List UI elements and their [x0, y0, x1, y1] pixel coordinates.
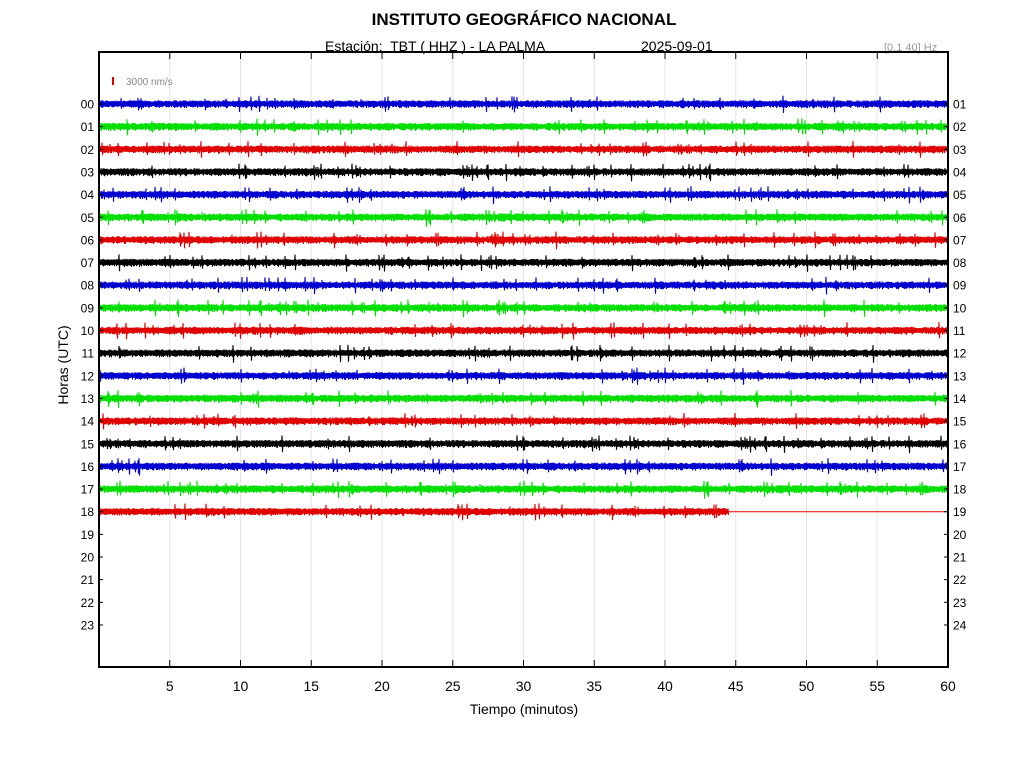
- x-tick-label: 55: [869, 678, 885, 694]
- y-tick-label-left: 11: [82, 347, 95, 361]
- y-tick-label-right: 12: [953, 347, 967, 361]
- scale-bar-label: 3000 nm/s: [126, 77, 173, 88]
- trace-hour-01: [99, 118, 950, 136]
- x-tick-label: 60: [940, 678, 956, 694]
- trace-hour-18: [99, 503, 730, 521]
- y-axis-label: Horas (UTC): [55, 325, 71, 404]
- scale-bar: 3000 nm/s: [112, 77, 173, 88]
- y-tick-label-left: 17: [81, 483, 95, 497]
- x-tick-label: 15: [303, 678, 319, 694]
- y-tick-label-left: 13: [81, 392, 95, 406]
- trace-layer: [99, 95, 950, 521]
- y-tick-label-left: 08: [81, 279, 95, 293]
- trace-hour-13: [99, 390, 950, 408]
- y-tick-label-right: 03: [953, 143, 967, 157]
- y-tick-label-right: 02: [953, 120, 967, 134]
- y-tick-label-right: 08: [953, 256, 967, 270]
- trace-hour-09: [99, 299, 950, 318]
- trace-hour-07: [99, 254, 950, 272]
- trace-hour-06: [99, 231, 950, 250]
- y-tick-label-left: 14: [81, 415, 95, 429]
- y-tick-label-left: 07: [81, 256, 95, 270]
- tick-layer: 5 10 15 20 25 30 35 40 45 50 55 60 00 01 02 03 04 05 06 07 0…: [81, 52, 967, 694]
- y-tick-label-right: 07: [953, 233, 967, 247]
- grid-layer: [169, 52, 878, 667]
- y-tick-label-left: 04: [81, 188, 95, 202]
- y-tick-label-right: 21: [953, 551, 967, 565]
- y-tick-label-right: 16: [953, 437, 967, 451]
- y-tick-label-left: 18: [81, 505, 95, 519]
- y-tick-label-left: 12: [81, 369, 95, 383]
- y-tick-label-left: 16: [81, 460, 95, 474]
- y-tick-label-left: 01: [81, 120, 95, 134]
- y-tick-label-left: 10: [81, 324, 95, 338]
- x-tick-label: 10: [233, 678, 249, 694]
- station-label: Estación: TBT ( HHZ ) - LA PALMA: [325, 38, 546, 54]
- x-tick-label: 35: [586, 678, 602, 694]
- trace-hour-04: [99, 186, 950, 205]
- trace-hour-05: [99, 208, 950, 227]
- y-tick-label-right: 14: [953, 392, 967, 406]
- scale-bar-mark: [112, 77, 114, 85]
- y-tick-label-right: 06: [953, 211, 967, 225]
- y-tick-label-right: 17: [953, 460, 967, 474]
- trace-hour-10: [99, 322, 950, 340]
- y-tick-label-right: 20: [953, 528, 967, 542]
- y-tick-label-right: 10: [953, 301, 967, 315]
- x-axis-label: Tiempo (minutos): [470, 701, 578, 717]
- chart-date: 2025-09-01: [641, 38, 713, 54]
- y-tick-label-left: 15: [81, 437, 95, 451]
- y-tick-label-left: 19: [81, 528, 95, 542]
- x-tick-label: 20: [374, 678, 390, 694]
- y-tick-label-left: 05: [81, 211, 95, 225]
- x-tick-label: 5: [166, 678, 174, 694]
- x-tick-label: 25: [445, 678, 461, 694]
- y-tick-label-right: 24: [953, 618, 967, 632]
- y-tick-label-left: 02: [81, 143, 95, 157]
- x-tick-label: 45: [728, 678, 744, 694]
- y-tick-label-right: 23: [953, 596, 967, 610]
- trace-hour-16: [99, 458, 950, 476]
- trace-hour-11: [99, 344, 950, 363]
- y-tick-label-right: 13: [953, 369, 967, 383]
- trace-hour-12: [99, 367, 950, 385]
- y-tick-label-right: 04: [953, 165, 967, 179]
- y-tick-label-left: 00: [81, 98, 95, 112]
- x-tick-label: 50: [799, 678, 815, 694]
- y-tick-label-left: 09: [81, 301, 95, 315]
- y-tick-label-left: 23: [81, 618, 95, 632]
- y-tick-label-right: 05: [953, 188, 967, 202]
- x-tick-label: 30: [516, 678, 532, 694]
- y-tick-label-right: 19: [953, 505, 967, 519]
- y-tick-label-right: 22: [953, 573, 967, 587]
- y-tick-label-right: 01: [953, 98, 967, 112]
- y-tick-label-right: 11: [953, 324, 966, 338]
- trace-hour-08: [99, 276, 950, 295]
- y-tick-label-left: 03: [81, 165, 95, 179]
- y-tick-label-right: 09: [953, 279, 967, 293]
- y-tick-label-left: 20: [81, 551, 95, 565]
- trace-hour-14: [99, 412, 950, 430]
- trace-hour-15: [99, 435, 950, 454]
- trace-hour-17: [99, 480, 950, 499]
- y-tick-label-right: 18: [953, 483, 967, 497]
- x-tick-label: 40: [657, 678, 673, 694]
- trace-hour-03: [99, 163, 950, 182]
- y-tick-label-left: 22: [81, 596, 95, 610]
- y-tick-label-left: 21: [81, 573, 95, 587]
- trace-hour-02: [99, 141, 950, 158]
- chart-title: INSTITUTO GEOGRÁFICO NACIONAL: [371, 10, 677, 29]
- trace-hour-00: [99, 95, 950, 114]
- y-tick-label-right: 15: [953, 415, 967, 429]
- y-tick-label-left: 06: [81, 233, 95, 247]
